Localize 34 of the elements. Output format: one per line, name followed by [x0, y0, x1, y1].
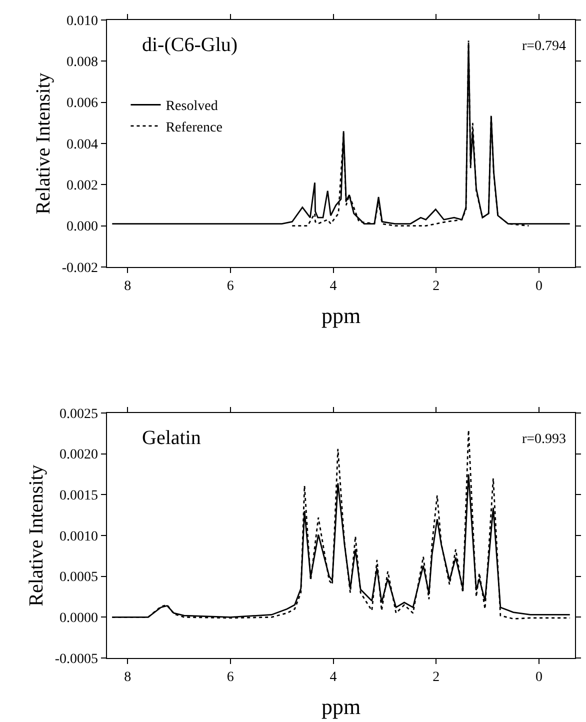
y-tick-label: 0.0025: [60, 406, 98, 422]
annotation: r=0.993: [522, 432, 566, 447]
y-tick-label: 0.0005: [60, 570, 98, 586]
x-tick-label: 0: [536, 670, 542, 685]
y-tick-label: 0.008: [66, 55, 98, 70]
x-axis-title: ppm: [321, 302, 361, 328]
x-tick-label: 6: [226, 279, 234, 294]
y-tick-label: 0.0010: [60, 529, 98, 544]
x-tick-label: 8: [124, 670, 132, 685]
y-tick-label: 0.006: [66, 96, 98, 112]
legend-label: Reference: [166, 120, 222, 136]
y-tick-label: 0.004: [66, 137, 98, 152]
legend-label: Resolved: [166, 99, 218, 114]
y-tick-label: 0.0000: [60, 611, 98, 626]
x-tick-label: 2: [432, 279, 440, 294]
y-tick-label: 0.0020: [60, 448, 98, 463]
y-axis-title: Relative Intensity: [25, 464, 48, 606]
text: di-(C6-Glu): [142, 34, 238, 56]
y-axis-title: Relative Intensity: [32, 72, 54, 214]
annotation: r=0.794: [522, 39, 566, 54]
text: Gelatin: [142, 427, 201, 449]
y-tick-label: 0.000: [66, 220, 98, 235]
y-tick-label: 0.010: [66, 14, 98, 29]
x-tick-label: 6: [226, 670, 234, 685]
x-tick-label: 0: [536, 279, 542, 294]
y-tick-label: 0.002: [66, 178, 98, 194]
x-tick-label: 2: [432, 670, 440, 685]
y-tick-label: 0.0015: [60, 488, 98, 504]
y-tick-label: -0.002: [62, 260, 98, 276]
y-tick-label: -0.0005: [54, 652, 98, 667]
x-tick-label: 8: [124, 279, 132, 294]
x-tick-label: 4: [330, 279, 337, 294]
x-axis-title: ppm: [321, 694, 361, 719]
x-tick-label: 4: [330, 670, 337, 685]
